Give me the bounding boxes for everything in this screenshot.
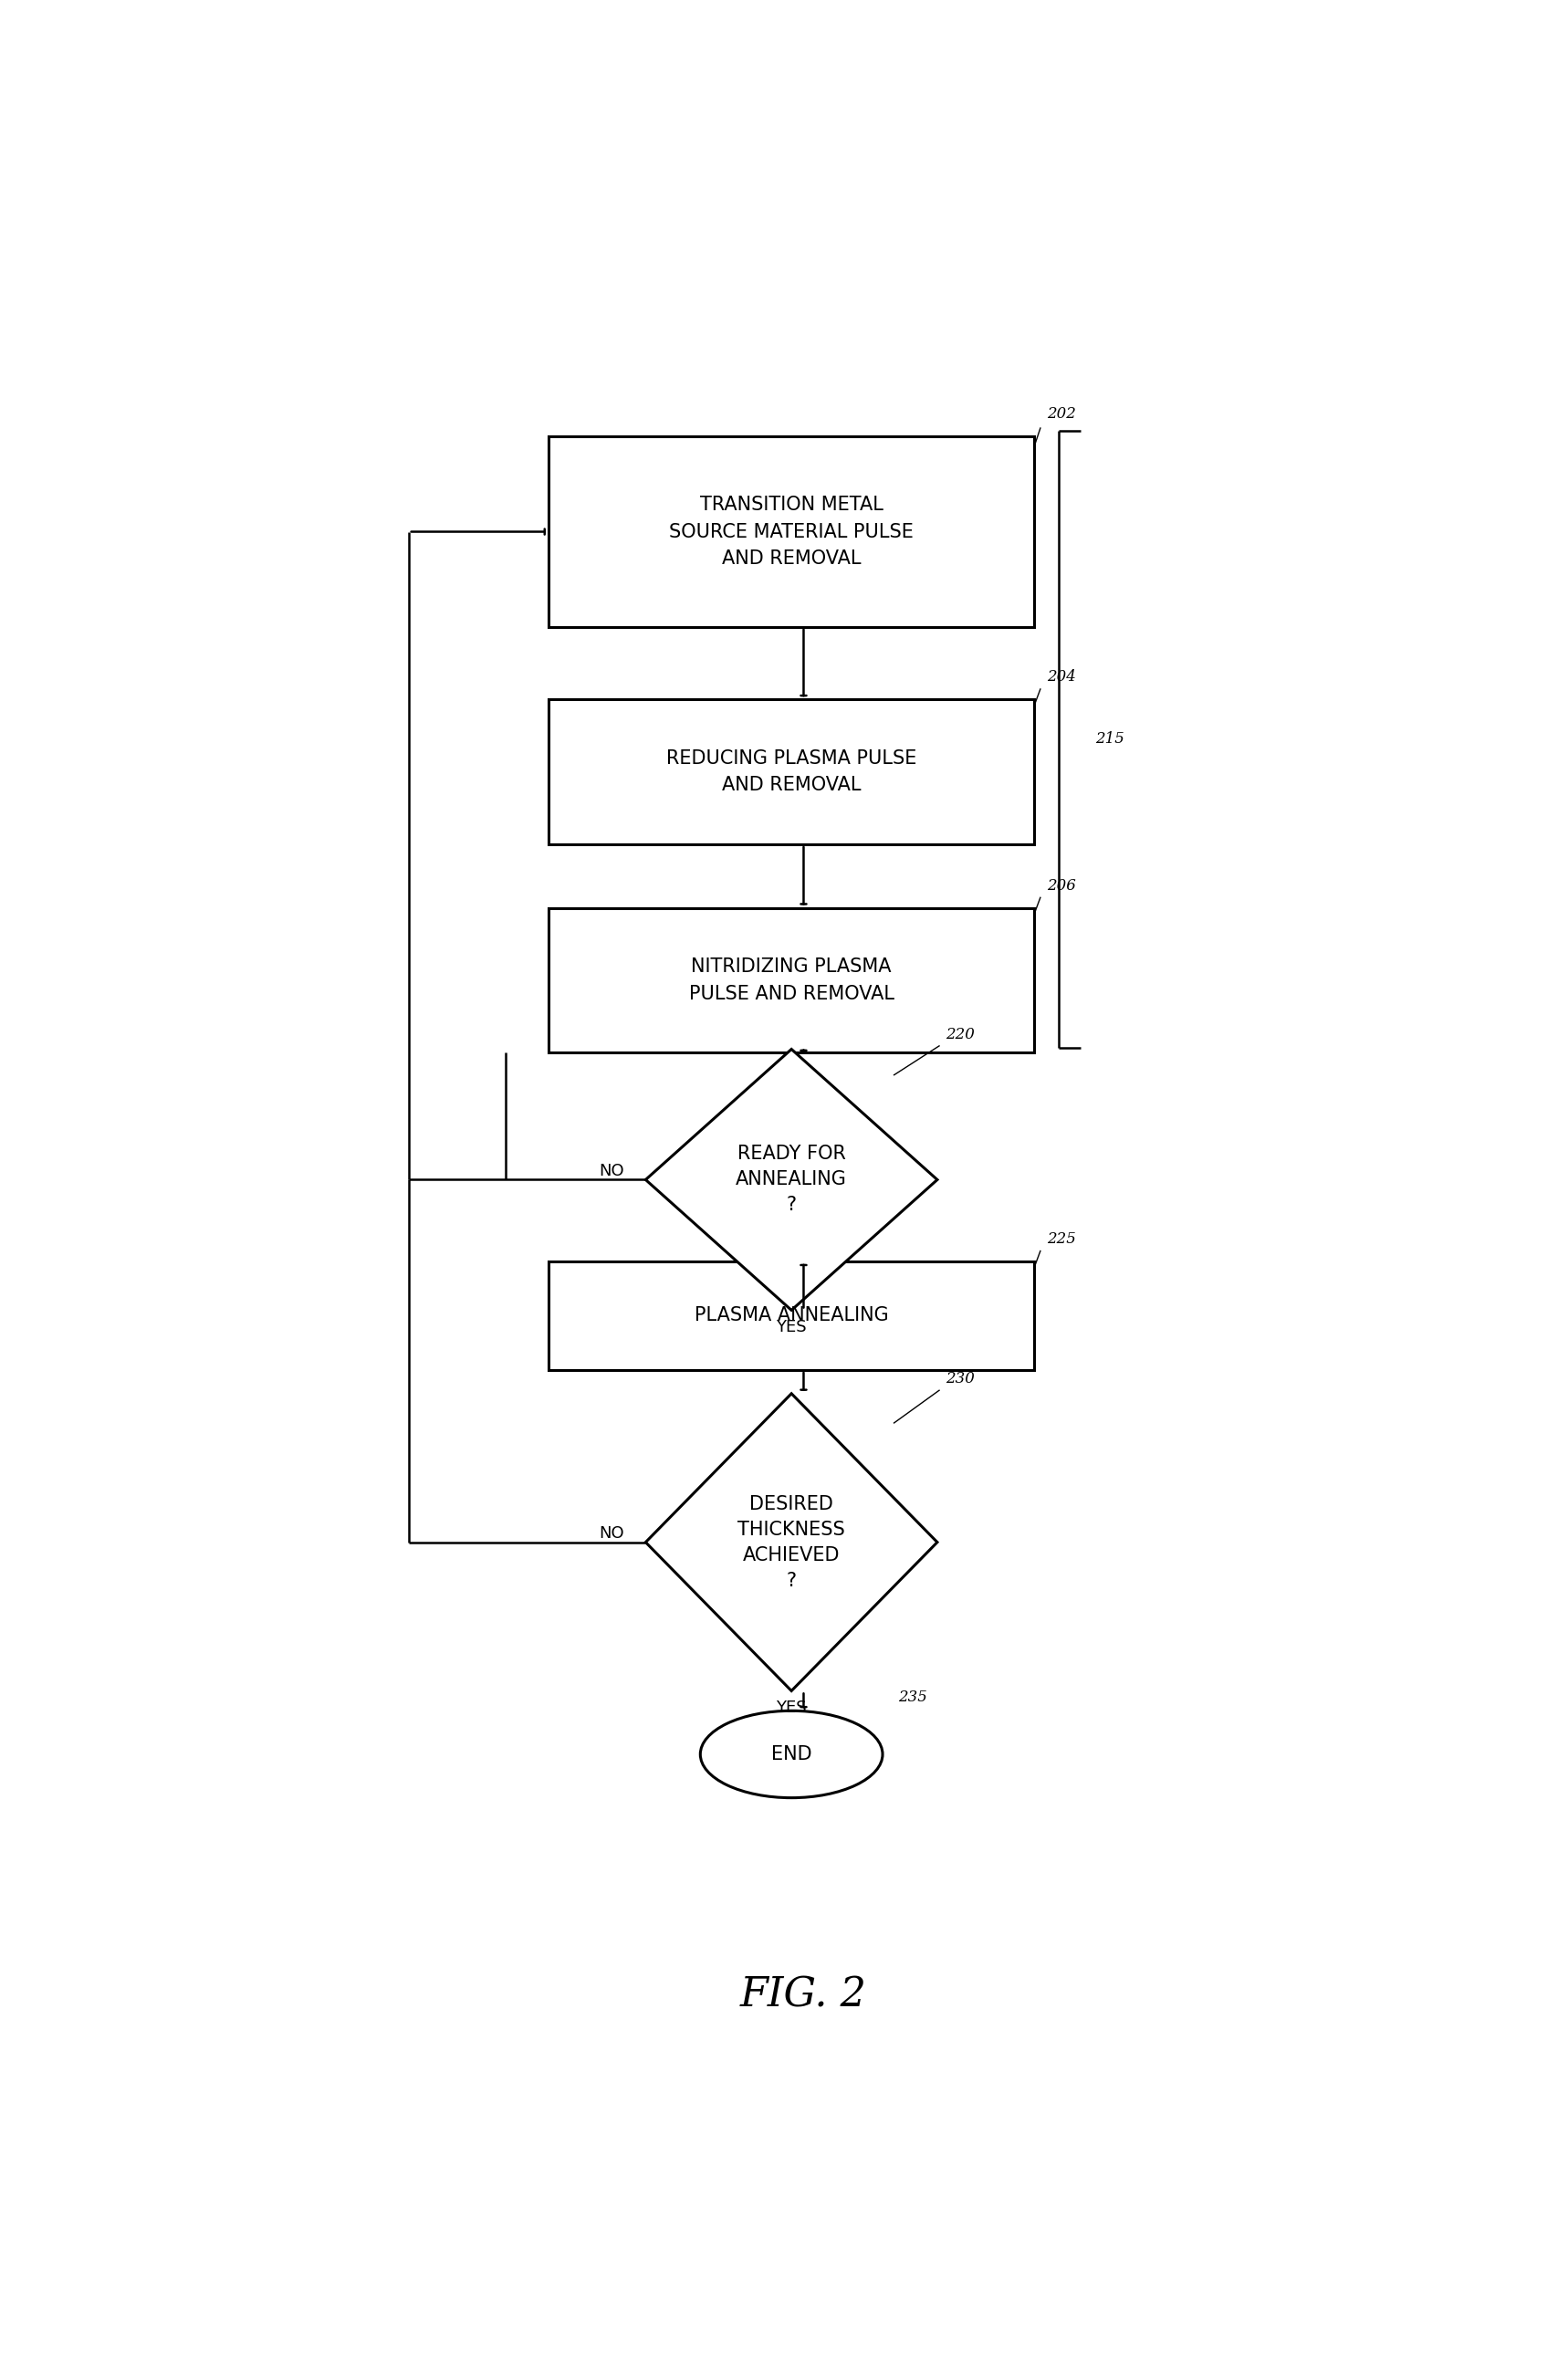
Text: 225: 225 [1046,1231,1076,1248]
FancyBboxPatch shape [549,909,1035,1052]
Text: 230: 230 [946,1370,975,1387]
Text: 206: 206 [1046,878,1076,892]
Polygon shape [646,1050,938,1311]
Text: 204: 204 [1046,669,1076,685]
Text: 202: 202 [1046,407,1076,421]
FancyBboxPatch shape [549,435,1035,626]
Text: YES: YES [776,1700,808,1716]
Text: 215: 215 [1094,732,1124,746]
Text: REDUCING PLASMA PULSE
AND REMOVAL: REDUCING PLASMA PULSE AND REMOVAL [666,749,917,796]
Text: TRANSITION METAL
SOURCE MATERIAL PULSE
AND REMOVAL: TRANSITION METAL SOURCE MATERIAL PULSE A… [670,497,914,567]
Text: END: END [771,1744,812,1763]
Text: NITRIDIZING PLASMA
PULSE AND REMOVAL: NITRIDIZING PLASMA PULSE AND REMOVAL [688,958,894,1003]
Text: DESIRED
THICKNESS
ACHIEVED
?: DESIRED THICKNESS ACHIEVED ? [737,1495,845,1589]
Text: FIG. 2: FIG. 2 [740,1975,867,2015]
Text: 235: 235 [898,1690,928,1704]
Polygon shape [646,1394,938,1690]
Text: PLASMA ANNEALING: PLASMA ANNEALING [695,1306,889,1325]
Text: NO: NO [599,1163,624,1179]
Ellipse shape [701,1711,883,1798]
FancyBboxPatch shape [549,1262,1035,1370]
Text: READY FOR
ANNEALING
?: READY FOR ANNEALING ? [735,1144,847,1215]
Text: 220: 220 [946,1026,975,1043]
Text: YES: YES [776,1318,808,1335]
FancyBboxPatch shape [549,699,1035,845]
Text: NO: NO [599,1525,624,1542]
